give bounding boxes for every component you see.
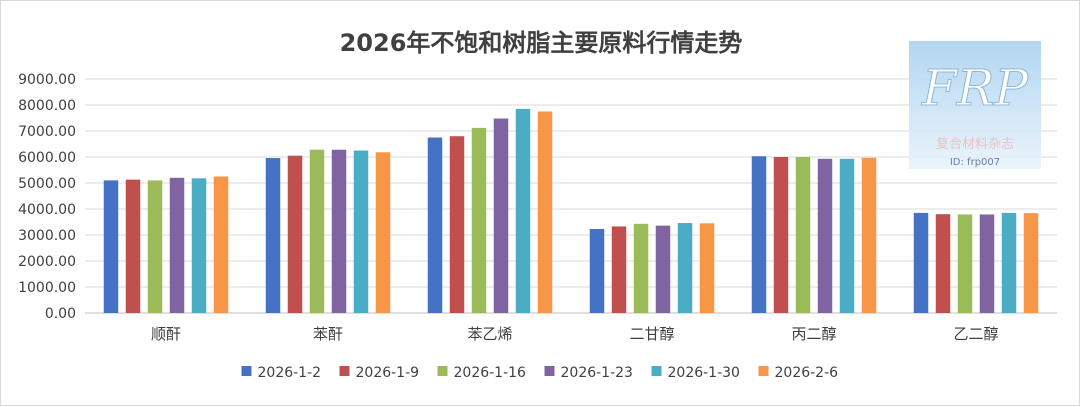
y-tick-label: 2000.00 (18, 254, 76, 270)
bar (125, 179, 141, 313)
y-tick-label: 3000.00 (18, 228, 76, 244)
bar (839, 158, 855, 313)
bar (1023, 213, 1039, 313)
bar (353, 150, 369, 313)
bar (103, 180, 119, 313)
y-tick-label: 0.00 (45, 306, 76, 322)
bar (493, 118, 509, 314)
bar (935, 214, 951, 313)
bar (213, 176, 229, 313)
legend-swatch (437, 366, 448, 376)
bar (751, 156, 767, 313)
bar (979, 214, 995, 313)
bar (191, 178, 207, 313)
legend-swatch (651, 366, 662, 376)
legend-label: 2026-1-9 (356, 365, 420, 381)
legend-label: 2026-1-30 (668, 365, 740, 381)
bar (589, 229, 605, 313)
watermark-id: ID: frp007 (950, 157, 1000, 168)
x-tick-label: 乙二醇 (953, 325, 998, 343)
legend-swatch (241, 366, 252, 376)
legend-label: 2026-1-16 (454, 365, 527, 381)
bar (957, 214, 973, 313)
x-tick-label: 苯乙烯 (467, 325, 512, 343)
legend-swatch (758, 366, 769, 376)
bar (773, 157, 789, 313)
y-tick-label: 4000.00 (18, 202, 76, 218)
bar (169, 177, 185, 313)
bar (427, 137, 443, 313)
watermark-logo: FRP 复合材料杂志 ID: frp007 (909, 41, 1041, 169)
y-tick-label: 6000.00 (18, 150, 76, 166)
bar (265, 158, 281, 313)
bar (515, 108, 531, 314)
bar (375, 152, 391, 313)
y-tick-label: 8000.00 (18, 98, 76, 114)
bar (471, 127, 487, 313)
legend: 2026-1-2 2026-1-9 2026-1-16 2026-1-23 2026-1… (241, 365, 839, 381)
watermark-logo-text: FRP (921, 59, 1029, 117)
y-axis-ticks: 0.00 1000.00 2000.00 3000.00 4000.00 5000.00 6… (18, 72, 76, 322)
x-tick-label: 二甘醇 (629, 325, 674, 343)
legend-swatch (339, 366, 350, 376)
y-tick-label: 7000.00 (18, 124, 76, 140)
bar (633, 223, 649, 313)
legend-label: 2026-2-6 (775, 365, 839, 381)
x-tick-label: 顺酐 (151, 325, 181, 343)
bar (611, 226, 627, 313)
bar (817, 158, 833, 313)
bar (795, 157, 811, 313)
bar (655, 225, 671, 313)
bars (103, 108, 1039, 314)
bar (147, 180, 163, 313)
legend-swatch (544, 366, 555, 376)
chart-title: 2026年不饱和树脂主要原料行情走势 (340, 29, 743, 57)
y-tick-label: 5000.00 (18, 176, 76, 192)
watermark-background (909, 41, 1041, 169)
bar (677, 223, 693, 313)
y-tick-label: 1000.00 (18, 280, 76, 296)
bar (1001, 212, 1017, 313)
legend-label: 2026-1-23 (561, 365, 633, 381)
gridlines (85, 78, 1057, 314)
legend-label: 2026-1-2 (258, 365, 322, 381)
bar (913, 212, 929, 313)
x-tick-label: 苯酐 (313, 325, 343, 343)
bar (309, 149, 325, 313)
y-tick-label: 9000.00 (18, 72, 76, 88)
bar (537, 111, 553, 313)
x-axis-ticks: 顺酐 苯酐 苯乙烯 二甘醇 丙二醇 乙二醇 (151, 325, 999, 343)
bar (449, 136, 465, 313)
bar (699, 223, 715, 313)
bar (331, 149, 347, 313)
bar (861, 157, 877, 313)
watermark-subtitle: 复合材料杂志 (936, 137, 1014, 152)
x-tick-label: 丙二醇 (791, 325, 836, 343)
bar (287, 155, 303, 313)
